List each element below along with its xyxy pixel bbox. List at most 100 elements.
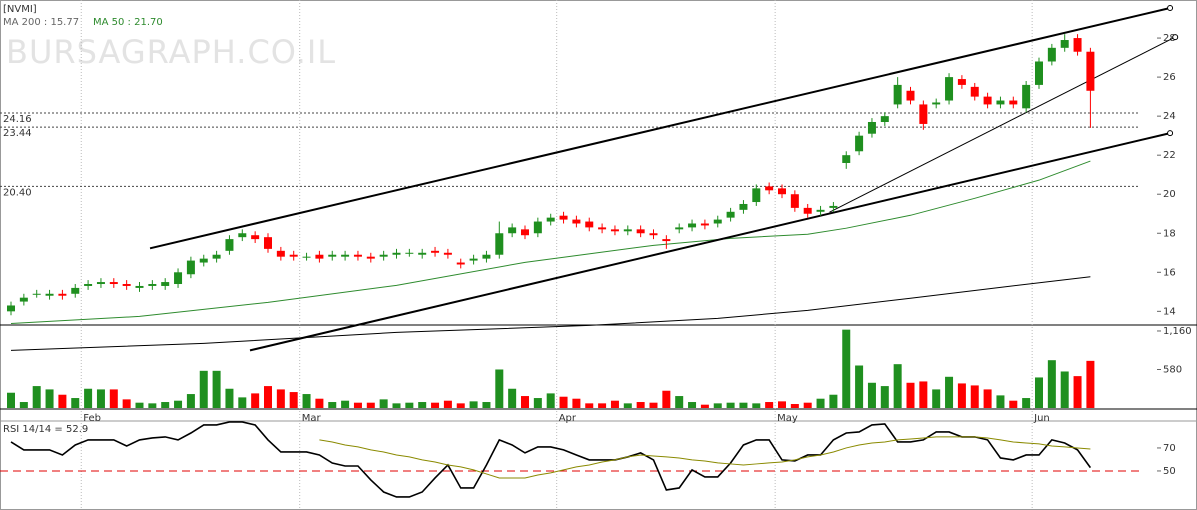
volume-bar xyxy=(572,398,581,408)
candle-body xyxy=(456,262,465,265)
volume-bar xyxy=(45,389,54,408)
volume-bar xyxy=(251,393,260,408)
candle-body xyxy=(1086,51,1095,91)
volume-bar xyxy=(84,388,93,408)
volume-bar xyxy=(302,394,311,408)
candle-body xyxy=(1035,61,1043,85)
volume-bar xyxy=(829,394,838,408)
trendline xyxy=(149,7,1171,250)
candle-body xyxy=(186,260,195,275)
volume-bar xyxy=(456,403,465,408)
candle-body xyxy=(739,203,748,210)
volume-bar xyxy=(855,365,864,408)
candle-body xyxy=(983,96,992,105)
volume-bar xyxy=(366,402,375,408)
candle-body xyxy=(572,219,581,224)
candle-body xyxy=(238,233,247,238)
trendline-handle xyxy=(1167,5,1174,12)
volume-bar xyxy=(495,369,504,408)
volume-bar xyxy=(122,399,131,408)
watermark: BURSAGRAPH.CO.IL xyxy=(6,33,336,71)
y-tick-label: 28 xyxy=(1163,33,1176,44)
volume-bar xyxy=(212,370,221,408)
volume-bar xyxy=(341,400,350,408)
x-tick-label: Jun xyxy=(1033,413,1050,424)
volume-bar xyxy=(7,392,15,408)
volume-bar xyxy=(867,382,876,408)
y-tick-label: 16 xyxy=(1163,267,1176,278)
volume-bar xyxy=(533,398,542,408)
candle-body xyxy=(45,293,54,296)
volume-bar xyxy=(135,402,144,408)
ma-line xyxy=(10,276,1091,351)
volume-bar xyxy=(431,402,440,408)
volume-bar xyxy=(688,402,697,408)
candle-body xyxy=(533,221,542,234)
volume-bar xyxy=(880,386,889,408)
y-tick-label: 70 xyxy=(1163,443,1176,454)
volume-bar xyxy=(765,402,774,408)
volume-bar xyxy=(816,398,825,408)
candle-body xyxy=(855,135,864,152)
candle-body xyxy=(379,254,388,257)
volume-bar xyxy=(161,402,170,408)
candle-body xyxy=(816,209,825,212)
candle-body xyxy=(598,227,607,230)
candle-body xyxy=(649,233,658,236)
volume-bar xyxy=(109,389,118,408)
candle-body xyxy=(1047,47,1056,62)
candle-body xyxy=(264,237,272,249)
volume-bar xyxy=(919,381,928,408)
candle-body xyxy=(174,272,183,285)
volume-bar xyxy=(713,403,722,408)
y-tick-label: 14 xyxy=(1163,306,1176,317)
candle-body xyxy=(713,219,722,224)
volume-bar xyxy=(19,402,28,408)
candle-body xyxy=(636,229,645,234)
volume-bar xyxy=(148,403,157,408)
candle-body xyxy=(302,256,311,258)
volume-bar xyxy=(957,383,966,408)
candle-body xyxy=(7,305,15,312)
volume-bar xyxy=(778,401,786,408)
candle-body xyxy=(521,229,529,236)
candle-body xyxy=(328,254,337,257)
candle-body xyxy=(1073,38,1082,52)
candle-body xyxy=(546,217,555,222)
volume-bar xyxy=(58,394,67,408)
candle-body xyxy=(469,258,478,261)
volume-bar xyxy=(238,397,247,408)
candle-body xyxy=(893,84,902,105)
candle-body xyxy=(906,90,915,101)
volume-bar xyxy=(585,403,594,408)
candle-body xyxy=(829,205,838,208)
chart-title: [NVMI] xyxy=(3,4,37,15)
candle-body xyxy=(58,293,67,296)
candle-body xyxy=(366,256,375,259)
candle-body xyxy=(880,116,889,122)
volume-bar xyxy=(636,402,645,408)
candle-body xyxy=(315,254,324,259)
rsi-line xyxy=(319,436,1091,479)
y-tick-label: 26 xyxy=(1163,72,1176,83)
volume-bar xyxy=(469,401,478,408)
x-tick-label: May xyxy=(777,413,798,424)
volume-bar xyxy=(315,398,324,408)
level-label: 23.44 xyxy=(3,128,32,139)
volume-bar xyxy=(418,402,427,408)
candle-body xyxy=(135,285,144,288)
volume-bar xyxy=(752,403,761,408)
candle-body xyxy=(341,254,350,257)
volume-bar xyxy=(893,364,902,408)
volume-bar xyxy=(1047,360,1056,408)
volume-bar xyxy=(71,398,80,408)
volume-bar xyxy=(1009,400,1018,408)
candle-body xyxy=(945,77,954,101)
rsi-title: RSI 14/14 = 52.9 xyxy=(3,424,88,435)
volume-bar xyxy=(289,392,298,408)
candle-body xyxy=(148,284,157,286)
volume-bar xyxy=(508,388,517,408)
candle-body xyxy=(161,282,170,286)
volume-bar xyxy=(32,386,41,408)
candle-body xyxy=(700,223,709,226)
